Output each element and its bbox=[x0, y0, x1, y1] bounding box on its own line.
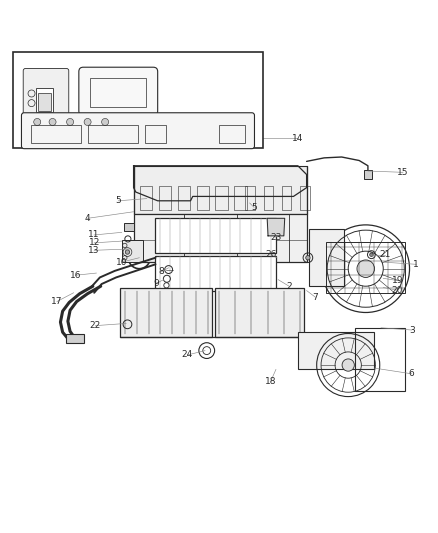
Bar bbox=[36, 88, 53, 112]
Circle shape bbox=[342, 359, 354, 371]
FancyBboxPatch shape bbox=[79, 67, 158, 115]
Bar bbox=[140, 187, 152, 211]
Text: 16: 16 bbox=[70, 271, 81, 280]
Bar bbox=[66, 334, 84, 343]
Text: 17: 17 bbox=[51, 297, 63, 306]
Circle shape bbox=[125, 250, 130, 254]
Text: 13: 13 bbox=[88, 246, 100, 255]
Text: 2: 2 bbox=[286, 282, 292, 290]
Text: 7: 7 bbox=[312, 293, 318, 302]
Text: 1: 1 bbox=[413, 260, 419, 269]
Text: 14: 14 bbox=[292, 134, 304, 143]
Bar bbox=[178, 187, 190, 211]
Text: 5: 5 bbox=[251, 203, 257, 212]
FancyBboxPatch shape bbox=[23, 69, 69, 127]
Bar bbox=[298, 332, 374, 369]
Bar bbox=[145, 125, 166, 143]
Bar bbox=[134, 214, 307, 262]
Circle shape bbox=[49, 118, 56, 125]
Polygon shape bbox=[267, 219, 285, 236]
Text: 21: 21 bbox=[380, 250, 391, 259]
Text: 23: 23 bbox=[270, 232, 282, 241]
Text: 24: 24 bbox=[182, 351, 193, 359]
Bar bbox=[120, 288, 212, 336]
Bar bbox=[326, 243, 405, 293]
Circle shape bbox=[370, 253, 373, 256]
Text: 9: 9 bbox=[153, 279, 159, 288]
Bar bbox=[155, 219, 276, 253]
Text: 19: 19 bbox=[392, 276, 403, 285]
FancyBboxPatch shape bbox=[21, 113, 254, 149]
Circle shape bbox=[34, 118, 41, 125]
Text: 12: 12 bbox=[88, 238, 100, 247]
Bar bbox=[215, 288, 304, 336]
Bar bbox=[124, 223, 134, 231]
Bar bbox=[31, 125, 81, 143]
Bar bbox=[13, 52, 263, 148]
Text: 22: 22 bbox=[90, 321, 101, 330]
Bar bbox=[155, 255, 276, 290]
Text: 6: 6 bbox=[409, 369, 415, 378]
Bar bbox=[355, 328, 405, 391]
Bar bbox=[134, 166, 307, 214]
Text: 8: 8 bbox=[158, 267, 164, 276]
Bar bbox=[24, 69, 68, 126]
Polygon shape bbox=[134, 166, 307, 201]
Bar bbox=[90, 78, 146, 107]
Text: 11: 11 bbox=[88, 230, 100, 239]
Text: 10: 10 bbox=[116, 257, 127, 266]
Text: 3: 3 bbox=[409, 326, 415, 335]
Circle shape bbox=[84, 118, 91, 125]
Circle shape bbox=[67, 118, 74, 125]
Text: 15: 15 bbox=[397, 168, 409, 177]
Bar bbox=[309, 229, 344, 286]
Text: 20: 20 bbox=[392, 286, 403, 295]
Text: 5: 5 bbox=[115, 196, 121, 205]
Circle shape bbox=[306, 255, 310, 260]
Text: 4: 4 bbox=[85, 214, 90, 223]
Bar bbox=[282, 187, 291, 211]
Bar bbox=[159, 187, 171, 211]
Circle shape bbox=[102, 118, 109, 125]
Bar bbox=[38, 93, 51, 110]
Bar bbox=[122, 240, 143, 262]
Text: 18: 18 bbox=[265, 377, 276, 386]
Bar bbox=[264, 187, 273, 211]
Bar bbox=[215, 187, 228, 211]
Bar bbox=[364, 170, 372, 179]
Circle shape bbox=[357, 260, 374, 278]
Bar bbox=[197, 187, 209, 211]
Bar bbox=[88, 125, 138, 143]
Bar bbox=[245, 187, 255, 211]
Bar bbox=[219, 125, 245, 143]
Bar bbox=[234, 187, 247, 211]
Text: 26: 26 bbox=[265, 250, 276, 259]
Bar bbox=[300, 187, 310, 211]
